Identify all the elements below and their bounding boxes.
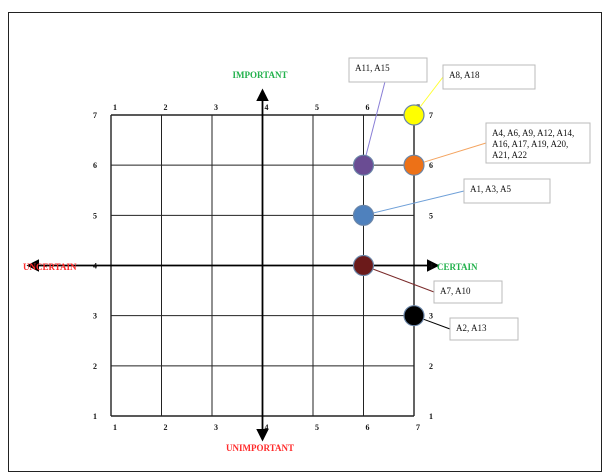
x-tick-label-top: 4 <box>265 103 269 112</box>
y-tick-label-left: 6 <box>93 161 97 170</box>
callout-box <box>442 64 536 90</box>
callout-label-line: A16, A17, A19, A20, <box>492 139 568 149</box>
callout-box <box>485 122 591 164</box>
y-tick-label-right: 7 <box>429 111 433 120</box>
x-tick-label-top: 6 <box>366 103 370 112</box>
data-point-circle <box>403 305 425 327</box>
x-tick-label-top: 3 <box>214 103 218 112</box>
y-tick-label-left: 3 <box>93 312 97 321</box>
callout-label-line: A7, A10 <box>440 286 471 296</box>
data-point-circle <box>352 204 375 226</box>
y-tick-label-right: 6 <box>429 161 433 170</box>
x-tick-label-top: 5 <box>315 103 319 112</box>
callout-label-line: A2, A13 <box>456 323 487 333</box>
x-tick-label-bottom: 1 <box>113 423 117 432</box>
callout-label: A7, A10 <box>440 286 471 296</box>
quadrant-chart: 1122334455667711223344556677 IMPORTANT U… <box>23 57 591 453</box>
y-tick-label-left: 2 <box>93 362 97 371</box>
callout-label-line: A21, A22 <box>492 150 527 160</box>
x-tick-label-bottom: 2 <box>164 423 168 432</box>
data-point-circle <box>352 154 375 176</box>
callout-leader <box>363 265 435 293</box>
callout-label-line: A8, A18 <box>449 70 480 80</box>
y-tick-label-left: 5 <box>93 211 97 220</box>
y-tick-label-left: 1 <box>93 412 97 421</box>
callout-leader <box>363 190 465 216</box>
callout-label-line: A1, A3, A5 <box>470 184 512 194</box>
callout-label: A8, A18 <box>449 70 480 80</box>
callout-leader <box>363 69 389 166</box>
callout-box <box>463 178 551 204</box>
x-tick-label-top: 2 <box>164 103 168 112</box>
x-tick-label-bottom: 7 <box>416 423 420 432</box>
data-points <box>352 104 425 327</box>
callout-label: A4, A6, A9, A12, A14, A16, A17, A19, A20,… <box>492 128 574 160</box>
callout-label: A11, A15 <box>355 63 390 73</box>
y-tick-label-right: 4 <box>429 262 433 271</box>
callouts: A8, A18 A11, A15 A4, A6, A9, A12, A14, A16,… <box>348 57 591 341</box>
data-point-circle <box>403 104 425 126</box>
callout-box <box>433 280 503 304</box>
x-tick-label-bottom: 6 <box>366 423 370 432</box>
callout-leader <box>413 142 487 166</box>
callout-label-line: A4, A6, A9, A12, A14, <box>492 128 574 138</box>
callout-label: A1, A3, A5 <box>470 184 512 194</box>
y-tick-label-right: 3 <box>429 312 433 321</box>
data-point-circle <box>352 254 375 277</box>
x-tick-label-top: 1 <box>113 103 117 112</box>
y-tick-label-left: 7 <box>93 111 97 120</box>
y-tick-label-right: 1 <box>429 412 433 421</box>
data-point-circle <box>403 154 425 176</box>
x-tick-label-bottom: 3 <box>214 423 218 432</box>
chart-frame: 1122334455667711223344556677 IMPORTANT U… <box>8 12 602 472</box>
x-tick-label-bottom: 4 <box>265 423 269 432</box>
right-axis-label: CERTAIN <box>437 262 478 272</box>
callout-label-line: A11, A15 <box>355 63 390 73</box>
y-tick-label-right: 5 <box>429 211 433 220</box>
axes <box>26 88 440 442</box>
left-axis-label: UNCERTAIN <box>23 262 77 272</box>
y-tick-label-right: 2 <box>429 362 433 371</box>
top-axis-label: IMPORTANT <box>232 70 287 80</box>
x-tick-label-bottom: 5 <box>315 423 319 432</box>
axis-labels: IMPORTANT UNIMPORTANT UNCERTAIN CERTAIN <box>23 70 478 453</box>
callout-box <box>449 317 519 341</box>
y-tick-label-left: 4 <box>93 262 97 271</box>
callout-box <box>348 57 428 83</box>
callout-label: A2, A13 <box>456 323 487 333</box>
bottom-axis-label: UNIMPORTANT <box>226 443 294 453</box>
